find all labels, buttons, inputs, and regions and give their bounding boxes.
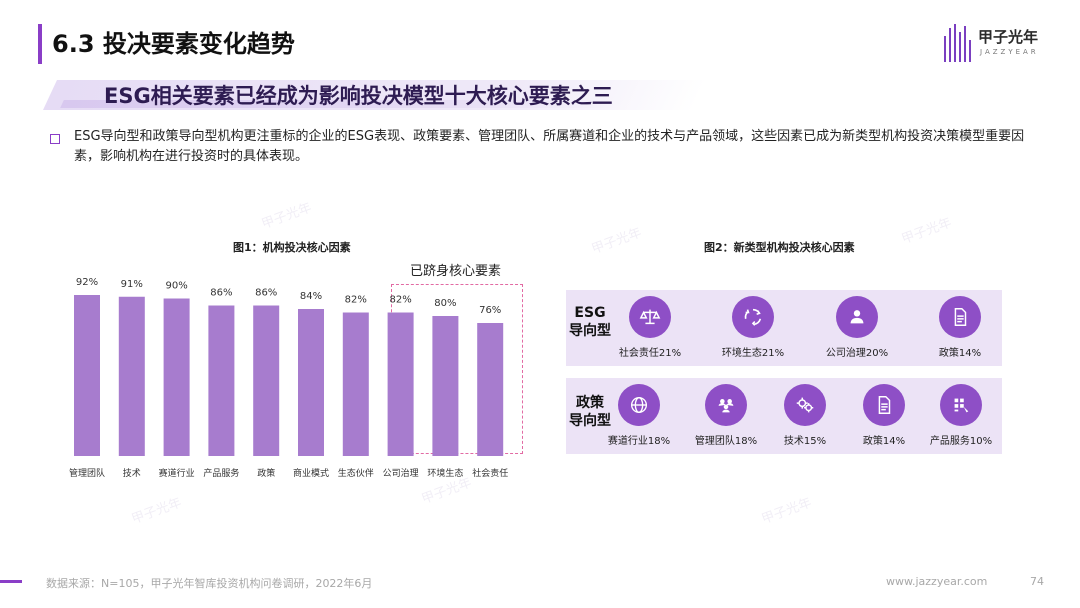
- data-label: 80%: [434, 298, 456, 309]
- factor-product-service: 产品服务10%: [916, 384, 1006, 447]
- page-title: 6.3 投决要素变化趋势: [52, 30, 295, 58]
- title-accent-bar: [38, 24, 42, 64]
- data-label: 86%: [255, 288, 277, 299]
- recycle-icon: [732, 296, 774, 338]
- watermark: 甲子光年: [129, 495, 184, 528]
- globe-icon: [618, 384, 660, 426]
- footer-source: 数据来源：N=105，甲子光年智库投资机构问卷调研，2022年6月: [46, 577, 373, 590]
- esg-label-line2: 导向型: [569, 323, 611, 339]
- category-label: 生态伙伴: [338, 467, 374, 479]
- factor-label: 赛道行业18%: [607, 436, 671, 447]
- team-icon: [705, 384, 747, 426]
- data-label: 92%: [76, 277, 98, 288]
- policy-panel: 政策 导向型 赛道行业18% 管理团队18% 技术15% 政策14% 产品服务1…: [566, 378, 1002, 454]
- figure1-title: 图1：机构投决核心因素: [233, 241, 351, 254]
- category-label: 技术: [123, 467, 141, 479]
- category-label: 公司治理: [383, 467, 419, 479]
- data-label: 90%: [165, 281, 187, 292]
- bar-产品服务: [208, 305, 235, 456]
- bar-社会责任: [477, 323, 504, 456]
- bar-技术: [118, 296, 145, 456]
- bar-chart: 92% 管理团队 91% 技术 90% 赛道行业 86% 产品服务 86% 政策 84% 商业模式 82…: [69, 277, 508, 479]
- policy-label-line1: 政策: [576, 395, 604, 411]
- logo-subtext: JAZZYEAR: [980, 48, 1039, 56]
- category-label: 赛道行业: [159, 467, 195, 479]
- factor-label: 产品服务10%: [929, 436, 993, 447]
- people-icon: [836, 296, 878, 338]
- data-label: 76%: [479, 305, 501, 316]
- data-label: 86%: [210, 288, 232, 299]
- watermark: 甲子光年: [589, 225, 644, 258]
- highlight-label: 已跻身核心要素: [410, 264, 502, 279]
- category-label: 产品服务: [203, 467, 239, 479]
- esg-panel: ESG 导向型 社会责任21% 环境生态21% 公司治理20% 政策14%: [566, 290, 1002, 366]
- esg-panel-label: ESG 导向型: [566, 304, 614, 340]
- policy-label-line2: 导向型: [569, 413, 611, 429]
- category-label: 管理团队: [69, 467, 105, 479]
- factor-label: 环境生态21%: [721, 348, 785, 359]
- bar-管理团队: [74, 295, 100, 456]
- watermark: 甲子光年: [259, 200, 314, 233]
- category-label: 社会责任: [472, 467, 508, 479]
- data-label: 84%: [300, 291, 322, 302]
- subtitle: ESG相关要素已经成为影响投决模型十大核心要素之三: [104, 84, 613, 108]
- watermark: 甲子光年: [899, 215, 954, 248]
- factor-social-responsibility: 社会责任21%: [605, 296, 695, 359]
- factor-label: 管理团队18%: [694, 436, 758, 447]
- factor-environment: 环境生态21%: [708, 296, 798, 359]
- category-label: 商业模式: [293, 467, 329, 479]
- footer-accent-line: [0, 580, 22, 583]
- bar-赛道行业: [163, 298, 190, 456]
- factor-label: 公司治理20%: [825, 348, 889, 359]
- bar-公司治理: [387, 312, 414, 456]
- factor-label: 政策14%: [938, 348, 982, 359]
- factor-technology: 技术15%: [760, 384, 850, 447]
- data-label: 82%: [345, 295, 367, 306]
- bar-政策: [253, 305, 280, 456]
- factor-policy: 政策14%: [839, 384, 929, 447]
- factor-label: 技术15%: [783, 436, 827, 447]
- brand-logo: 甲子光年 JAZZYEAR: [944, 22, 1054, 68]
- data-label: 82%: [389, 295, 411, 306]
- bar-生态伙伴: [342, 312, 369, 456]
- logo-text: 甲子光年: [978, 28, 1039, 46]
- factor-governance: 公司治理20%: [812, 296, 902, 359]
- document-icon: [939, 296, 981, 338]
- esg-label-line1: ESG: [574, 305, 606, 321]
- product-grid-icon: [940, 384, 982, 426]
- factor-management-team: 管理团队18%: [681, 384, 771, 447]
- bar-环境生态: [432, 316, 459, 456]
- bar-商业模式: [298, 309, 324, 456]
- factor-policy: 政策14%: [915, 296, 1005, 359]
- body-paragraph: ESG导向型和政策导向型机构更注重标的企业的ESG表现、政策要素、管理团队、所属…: [74, 129, 1025, 164]
- factor-track-industry: 赛道行业18%: [594, 384, 684, 447]
- logo-bars-icon: [944, 24, 972, 62]
- factor-label: 政策14%: [862, 436, 906, 447]
- data-label: 91%: [121, 279, 143, 290]
- page-number: 74: [1030, 575, 1044, 588]
- footer-url: www.jazzyear.com: [886, 575, 988, 588]
- document-icon: [863, 384, 905, 426]
- figure2-title: 图2：新类型机构投决核心因素: [704, 241, 855, 254]
- bullet-square-icon: [50, 134, 60, 144]
- category-label: 环境生态: [427, 467, 463, 479]
- gears-icon: [784, 384, 826, 426]
- policy-panel-label: 政策 导向型: [566, 394, 614, 430]
- balance-scale-icon: [629, 296, 671, 338]
- watermark: 甲子光年: [759, 495, 814, 528]
- factor-label: 社会责任21%: [618, 348, 682, 359]
- category-label: 政策: [257, 467, 275, 479]
